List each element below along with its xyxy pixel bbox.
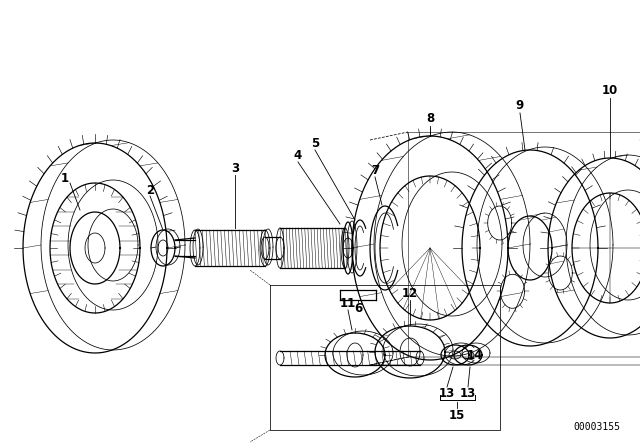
Text: 9: 9 (516, 99, 524, 112)
Text: 11: 11 (340, 297, 356, 310)
Text: 7: 7 (371, 164, 379, 177)
Text: 15: 15 (449, 409, 465, 422)
Text: 4: 4 (294, 148, 302, 161)
Text: 3: 3 (231, 161, 239, 175)
Text: 6: 6 (354, 302, 362, 314)
Text: 00003155: 00003155 (573, 422, 620, 432)
Text: 13: 13 (460, 387, 476, 400)
Text: 12: 12 (402, 287, 418, 300)
Text: 5: 5 (311, 137, 319, 150)
Text: 8: 8 (426, 112, 434, 125)
Text: 13: 13 (439, 387, 455, 400)
Text: 14: 14 (467, 349, 483, 362)
Text: 2: 2 (146, 184, 154, 197)
Text: 10: 10 (602, 83, 618, 96)
Text: 1: 1 (61, 172, 69, 185)
